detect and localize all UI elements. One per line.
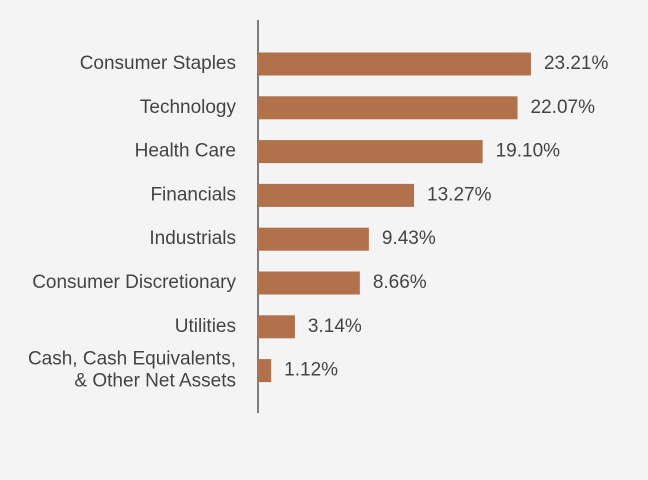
category-label: Health Care (135, 141, 236, 162)
bar (258, 96, 518, 120)
category-label: Consumer Staples (80, 53, 236, 74)
value-label: 19.10% (496, 141, 561, 162)
bar (258, 315, 295, 339)
category-label: Consumer Discretionary (32, 272, 236, 293)
category-label: Cash, Cash Equivalents, & Other Net Asset… (28, 349, 236, 392)
bar (258, 52, 531, 76)
bar (258, 183, 415, 207)
bar (258, 271, 360, 295)
bar (258, 359, 272, 383)
category-label: Technology (140, 97, 237, 118)
value-label: 3.14% (308, 316, 362, 337)
category-label: Financials (150, 184, 236, 205)
value-label: 13.27% (427, 184, 492, 205)
category-label: Utilities (175, 316, 236, 337)
value-label: 8.66% (373, 272, 427, 293)
bar (258, 140, 483, 164)
value-label: 22.07% (531, 97, 596, 118)
value-label: 23.21% (544, 53, 609, 74)
value-label: 1.12% (284, 360, 338, 381)
bar (258, 227, 369, 251)
category-label: Industrials (149, 228, 236, 249)
value-label: 9.43% (382, 228, 436, 249)
